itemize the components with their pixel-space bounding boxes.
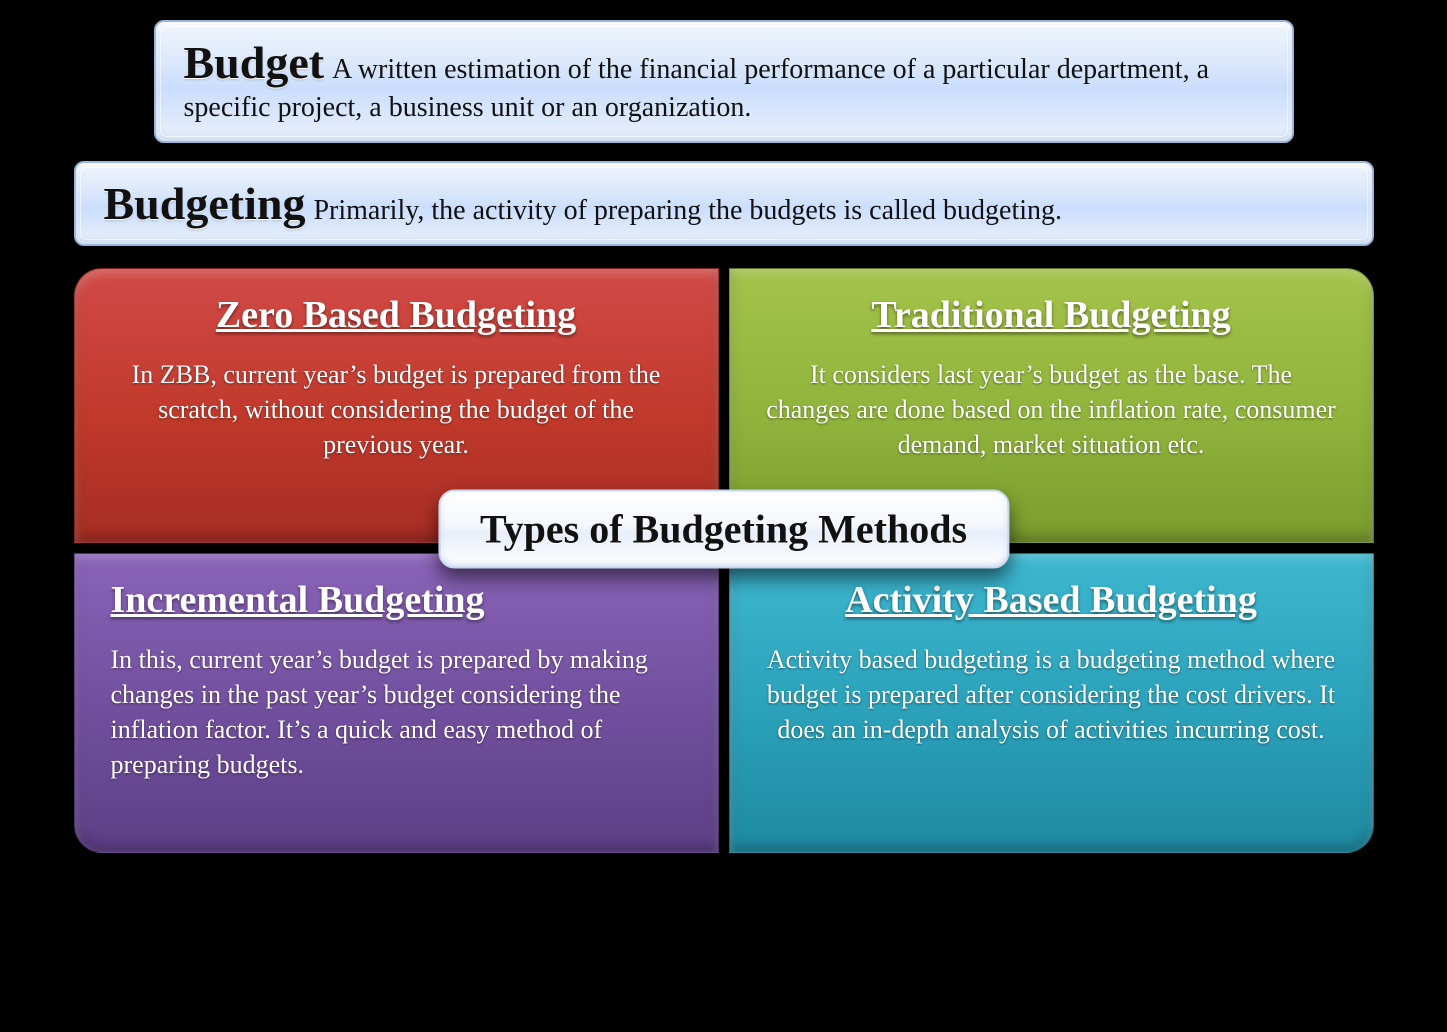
card-activity-based-title: Activity Based Budgeting: [766, 578, 1337, 622]
card-traditional-title: Traditional Budgeting: [766, 293, 1337, 337]
card-activity-based: Activity Based Budgeting Activity based …: [729, 553, 1374, 853]
definition-budgeting-text: Primarily, the activity of preparing the…: [313, 195, 1062, 226]
definition-budget-term: Budget: [184, 37, 325, 88]
center-title: Types of Budgeting Methods: [480, 506, 967, 551]
card-activity-based-text: Activity based budgeting is a budgeting …: [766, 642, 1337, 747]
center-title-chip: Types of Budgeting Methods: [438, 489, 1009, 568]
definition-budget-text: A written estimation of the financial pe…: [184, 54, 1210, 123]
card-incremental: Incremental Budgeting In this, current y…: [74, 553, 719, 853]
card-incremental-title: Incremental Budgeting: [111, 578, 682, 622]
definition-budget-panel: Budget A written estimation of the finan…: [154, 20, 1294, 143]
card-zero-based-title: Zero Based Budgeting: [111, 293, 682, 337]
card-traditional-text: It considers last year’s budget as the b…: [766, 357, 1337, 462]
methods-grid: Zero Based Budgeting In ZBB, current yea…: [74, 268, 1374, 853]
definition-budgeting-panel: Budgeting Primarily, the activity of pre…: [74, 161, 1374, 246]
definition-budgeting-term: Budgeting: [104, 178, 306, 229]
card-zero-based-text: In ZBB, current year’s budget is prepare…: [111, 357, 682, 462]
card-incremental-text: In this, current year’s budget is prepar…: [111, 642, 682, 782]
infographic-stage: Budget A written estimation of the finan…: [74, 20, 1374, 853]
